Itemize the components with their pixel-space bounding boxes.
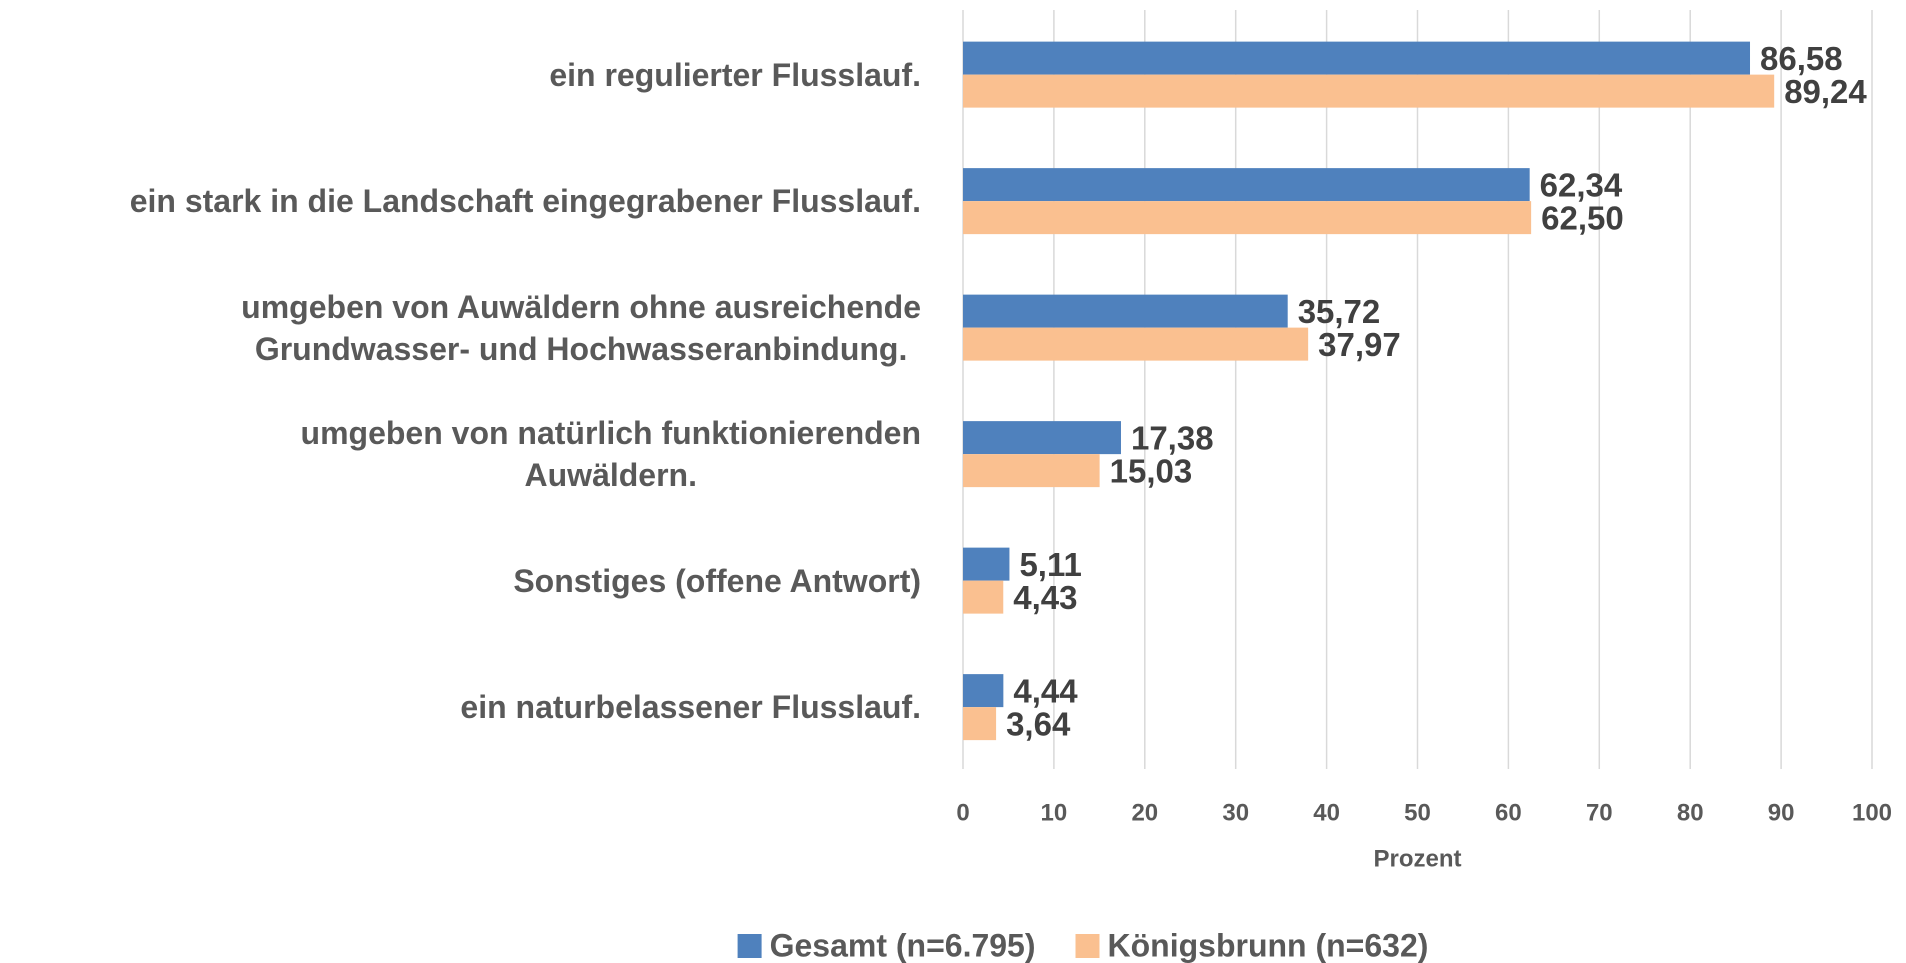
legend-swatch [1075, 934, 1100, 958]
bar [963, 168, 1530, 202]
data-label: 89,24 [1784, 73, 1867, 110]
x-tick-label: 40 [1313, 799, 1340, 826]
data-label: 4,44 [1013, 672, 1078, 709]
y-tick-label: ein regulierter Flusslauf. [549, 56, 921, 93]
legend-swatch [737, 934, 762, 958]
data-label: 35,72 [1298, 293, 1381, 330]
data-label: 62,34 [1540, 166, 1623, 203]
data-label: 5,11 [1019, 546, 1081, 583]
data-label: 3,64 [1006, 705, 1071, 742]
legend-label: Gesamt (n=6.795) [770, 927, 1036, 963]
bar [963, 327, 1309, 361]
bar [963, 454, 1100, 488]
data-label: 15,03 [1110, 452, 1193, 489]
bar [963, 41, 1751, 75]
bar [963, 74, 1775, 108]
y-tick-label: umgeben von natürlich funktionierenden A… [300, 415, 921, 494]
bar [963, 707, 997, 741]
data-label: 86,58 [1760, 40, 1843, 77]
bar [963, 294, 1288, 328]
x-tick-label: 90 [1768, 799, 1795, 826]
bar [963, 674, 1004, 708]
x-tick-label: 70 [1586, 799, 1613, 826]
data-label: 62,50 [1541, 199, 1624, 236]
y-tick-label: Sonstiges (offene Antwort) [513, 562, 921, 599]
x-tick-label: 10 [1041, 799, 1068, 826]
bar [963, 547, 1010, 581]
x-axis-title: Prozent [1373, 845, 1461, 872]
bar [963, 421, 1121, 455]
y-tick-label: ein stark in die Landschaft eingegrabene… [129, 183, 921, 220]
x-tick-label: 50 [1404, 799, 1431, 826]
x-tick-label: 80 [1677, 799, 1704, 826]
x-tick-label: 20 [1131, 799, 1158, 826]
data-label: 4,43 [1013, 579, 1077, 616]
x-tick-label: 30 [1222, 799, 1249, 826]
x-tick-label: 60 [1495, 799, 1522, 826]
y-tick-label: umgeben von Auwäldern ohne ausreichende … [241, 288, 921, 367]
x-tick-label: 0 [956, 799, 969, 826]
x-tick-label: 100 [1852, 799, 1892, 826]
bar [963, 201, 1532, 235]
y-tick-label: ein naturbelassener Flusslauf. [460, 689, 921, 726]
data-label: 17,38 [1131, 419, 1214, 456]
data-label: 37,97 [1318, 326, 1401, 363]
legend-label: Königsbrunn (n=632) [1108, 927, 1429, 963]
bar [963, 580, 1004, 614]
